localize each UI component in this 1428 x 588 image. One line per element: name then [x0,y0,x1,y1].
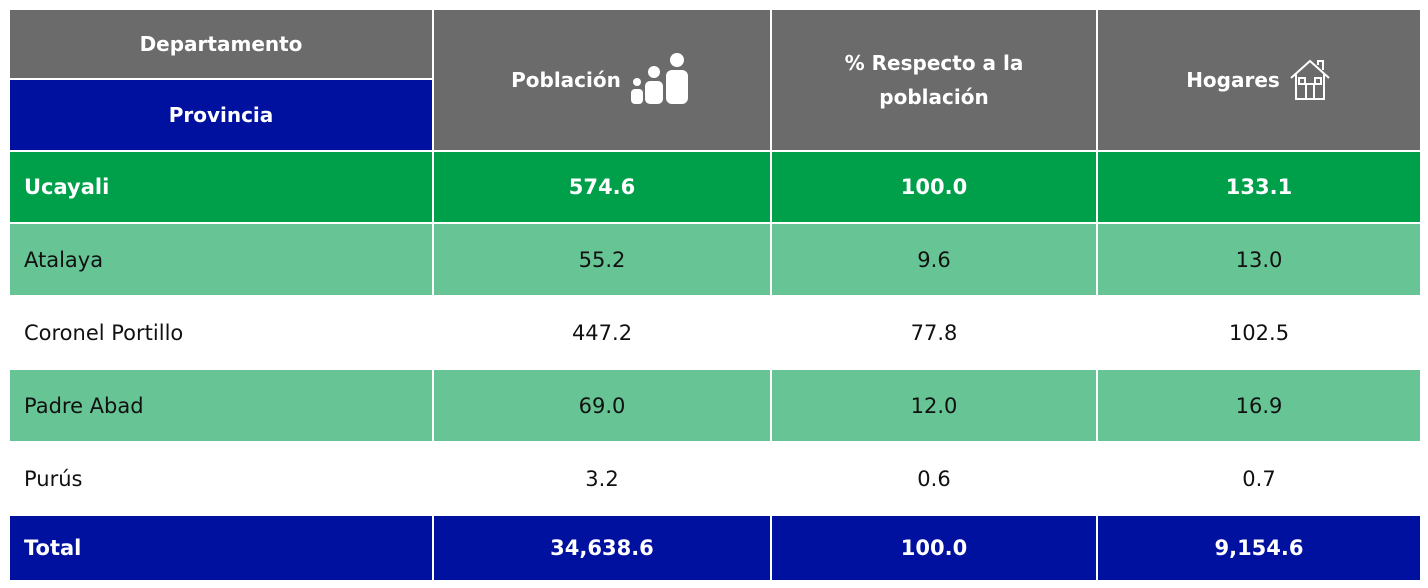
cell: 16.9 [1096,368,1422,443]
table-row: Coronel Portillo 447.2 77.8 102.5 [8,295,1422,370]
cell: 100.0 [770,514,1098,582]
row-label: Atalaya [8,222,434,297]
cell: 55.2 [432,222,772,297]
header-departamento: Departamento [8,8,434,80]
cell: 9.6 [770,222,1098,297]
header-cell: Hogares [1096,8,1422,152]
house-icon [1290,59,1330,100]
people-icon [630,53,688,104]
table-row: Padre Abad 69.0 12.0 16.9 [8,368,1422,443]
data-table: Departamento Población % Respecto a la p… [8,8,1422,582]
cell: 447.2 [432,295,772,370]
header-cell: % Respecto a la población [770,8,1098,152]
cell: 13.0 [1096,222,1422,297]
cell: 0.6 [770,441,1098,516]
header-text: Población [511,68,621,92]
table-row: Total 34,638.6 100.0 9,154.6 [8,514,1422,582]
cell: 77.8 [770,295,1098,370]
cell: 0.7 [1096,441,1422,516]
header-provincia: Provincia [8,78,434,152]
header-cell: Población [432,8,772,152]
table-row: Ucayali 574.6 100.0 133.1 [8,150,1422,224]
cell: 574.6 [432,150,772,224]
cell: 34,638.6 [432,514,772,582]
header-text: Departamento [139,32,303,56]
cell: 69.0 [432,368,772,443]
row-label: Total [8,514,434,582]
row-label: Padre Abad [8,368,434,443]
row-label: Purús [8,441,434,516]
cell: 12.0 [770,368,1098,443]
cell: 3.2 [432,441,772,516]
cell: 102.5 [1096,295,1422,370]
cell: 133.1 [1096,150,1422,224]
header-text: Hogares [1186,68,1280,92]
header-text: Provincia [168,103,274,127]
cell: 100.0 [770,150,1098,224]
table-row: Purús 3.2 0.6 0.7 [8,441,1422,516]
row-label: Ucayali [8,150,434,224]
cell: 9,154.6 [1096,514,1422,582]
header-text: % Respecto a la población [844,51,1024,109]
table-row: Atalaya 55.2 9.6 13.0 [8,222,1422,297]
row-label: Coronel Portillo [8,295,434,370]
